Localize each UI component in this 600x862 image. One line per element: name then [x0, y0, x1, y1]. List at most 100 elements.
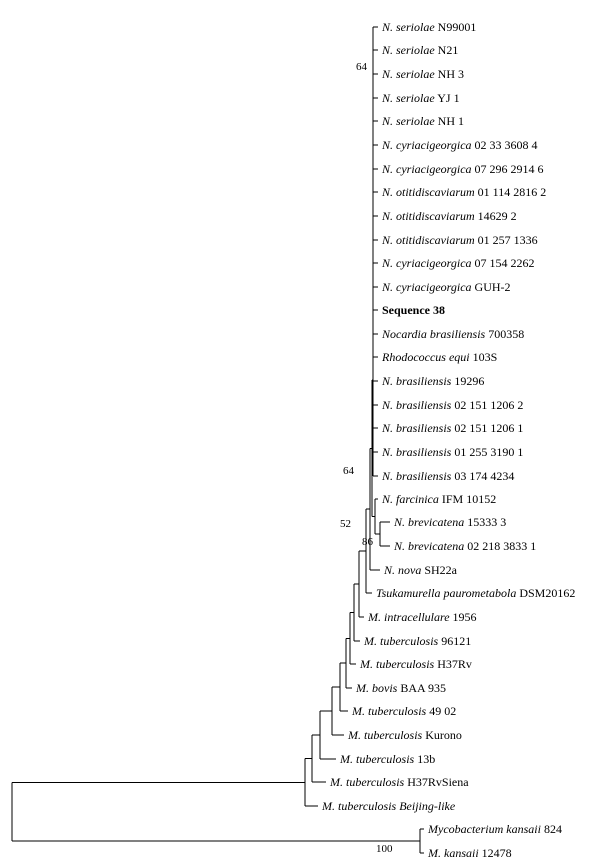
leaf-label: N. otitidiscaviarum 01 257 1336	[381, 233, 538, 247]
leaf-strain: N21	[435, 43, 459, 57]
leaf-label: N. brevicatena 15333 3	[393, 515, 506, 529]
leaf-strain: Sequence 38	[382, 303, 445, 317]
leaf-label: Sequence 38	[382, 303, 445, 317]
leaf-species: Mycobacterium kansaii	[427, 822, 541, 836]
leaf-label: N. cyriacigeorgica 07 296 2914 6	[381, 162, 544, 176]
leaf-species: N. cyriacigeorgica	[381, 138, 472, 152]
leaf-label: M. tuberculosis 13b	[339, 752, 435, 766]
leaf-strain: 19296	[451, 374, 484, 388]
leaf-strain: 02 218 3833 1	[464, 539, 536, 553]
leaf-strain: 01 257 1336	[475, 233, 538, 247]
leaf-strain: N99001	[435, 20, 477, 34]
leaf-label: N. seriolae NH 1	[381, 114, 464, 128]
leaf-strain: 13b	[414, 752, 435, 766]
leaf-strain: GUH-2	[472, 280, 511, 294]
leaf-species: N. seriolae	[381, 20, 435, 34]
leaf-strain: 01 255 3190 1	[451, 445, 523, 459]
bootstrap-values: 64 64 52 86 100	[340, 61, 393, 855]
leaf-strain: H37Rv	[434, 657, 472, 671]
leaf-species: N. otitidiscaviarum	[381, 233, 475, 247]
tree-branches	[11, 26, 424, 854]
leaf-species: M. tuberculosis	[351, 704, 427, 718]
leaf-label: M. tuberculosis 49 02	[351, 704, 456, 718]
leaf-strain: Kurono	[422, 728, 462, 742]
leaf-label: N. cyriacigeorgica 02 33 3608 4	[381, 138, 538, 152]
leaf-strain: 1956	[450, 610, 477, 624]
leaf-label: M. tuberculosis Kurono	[347, 728, 462, 742]
leaf-strain: 02 151 1206 2	[451, 398, 523, 412]
leaf-label: N. brevicatena 02 218 3833 1	[393, 539, 536, 553]
leaf-label: N. cyriacigeorgica 07 154 2262	[381, 256, 535, 270]
leaf-species: N. brasiliensis	[381, 445, 452, 459]
leaf-strain: YJ 1	[435, 91, 460, 105]
leaf-species: M. tuberculosis	[329, 775, 405, 789]
leaf-species: N. otitidiscaviarum	[381, 185, 475, 199]
leaf-species: M. tuberculosis	[339, 752, 415, 766]
leaf-label: M. kansaii 12478	[427, 846, 512, 860]
leaf-label: M. tuberculosis H37RvSiena	[329, 775, 469, 789]
leaf-species: M. tuberculosis	[359, 657, 435, 671]
leaf-strain: 103S	[470, 350, 498, 364]
leaf-strain: 03 174 4234	[451, 469, 514, 483]
leaf-label: N. seriolae YJ 1	[381, 91, 460, 105]
leaf-strain: DSM20162	[516, 586, 575, 600]
leaf-label: N. brasiliensis 02 151 1206 1	[381, 421, 523, 435]
leaf-label: M. bovis BAA 935	[355, 681, 446, 695]
leaf-species: N. seriolae	[381, 43, 435, 57]
leaf-label: M. tuberculosis Beijing-like	[321, 799, 456, 813]
leaf-species: M. intracellulare	[367, 610, 450, 624]
leaf-species: M. tuberculosis	[347, 728, 423, 742]
leaf-species: N. brasiliensis	[381, 421, 452, 435]
leaf-species: Rhodococcus equi	[381, 350, 470, 364]
bootstrap-value: 100	[376, 843, 393, 855]
bootstrap-value: 86	[362, 536, 374, 548]
leaf-strain: 824	[541, 822, 562, 836]
leaf-strain: SH22a	[421, 563, 457, 577]
leaf-label: N. brasiliensis 02 151 1206 2	[381, 398, 523, 412]
leaf-label: Nocardia brasiliensis 700358	[381, 327, 524, 341]
bootstrap-value: 52	[340, 518, 351, 530]
leaf-label: N. otitidiscaviarum 14629 2	[381, 209, 517, 223]
leaf-strain: 15333 3	[464, 515, 506, 529]
leaf-species: M. tuberculosis Beijing-like	[321, 799, 456, 813]
leaf-species: N. brasiliensis	[381, 374, 452, 388]
leaf-strain: 14629 2	[475, 209, 517, 223]
leaf-label: M. tuberculosis 96121	[363, 634, 471, 648]
leaf-strain: 02 33 3608 4	[472, 138, 538, 152]
leaf-species: N. brasiliensis	[381, 469, 452, 483]
leaf-label: N. otitidiscaviarum 01 114 2816 2	[381, 185, 546, 199]
leaf-species: N. brasiliensis	[381, 398, 452, 412]
leaf-species: M. tuberculosis	[363, 634, 439, 648]
leaf-label: N. brasiliensis 19296	[381, 374, 484, 388]
leaf-species: N. seriolae	[381, 91, 435, 105]
bootstrap-value: 64	[356, 61, 368, 73]
leaf-label: N. seriolae N21	[381, 43, 458, 57]
leaf-strain: 02 151 1206 1	[451, 421, 523, 435]
leaf-species: N. otitidiscaviarum	[381, 209, 475, 223]
leaf-label: M. intracellulare 1956	[367, 610, 477, 624]
leaf-strain: 96121	[438, 634, 471, 648]
leaf-strain: 12478	[479, 846, 512, 860]
leaf-species: M. kansaii	[427, 846, 479, 860]
leaf-strain: H37RvSiena	[404, 775, 469, 789]
leaf-species: Tsukamurella paurometabola	[376, 586, 516, 600]
leaf-strain: NH 3	[435, 67, 464, 81]
leaf-label: Tsukamurella paurometabola DSM20162	[376, 586, 575, 600]
leaf-label: N. farcinica IFM 10152	[381, 492, 496, 506]
leaf-species: N. brevicatena	[393, 515, 464, 529]
bootstrap-value: 64	[343, 465, 355, 477]
leaf-species: N. seriolae	[381, 114, 435, 128]
leaf-label: Rhodococcus equi 103S	[381, 350, 497, 364]
leaf-species: N. cyriacigeorgica	[381, 280, 472, 294]
leaf-label: Mycobacterium kansaii 824	[427, 822, 562, 836]
leaf-species: N. brevicatena	[393, 539, 464, 553]
leaf-strain: 700358	[485, 327, 524, 341]
leaf-strain: NH 1	[435, 114, 464, 128]
leaf-species: N. nova	[383, 563, 421, 577]
leaf-strain: IFM 10152	[439, 492, 496, 506]
leaf-strain: BAA 935	[397, 681, 446, 695]
leaf-label: M. tuberculosis H37Rv	[359, 657, 472, 671]
leaf-label: N. seriolae NH 3	[381, 67, 464, 81]
